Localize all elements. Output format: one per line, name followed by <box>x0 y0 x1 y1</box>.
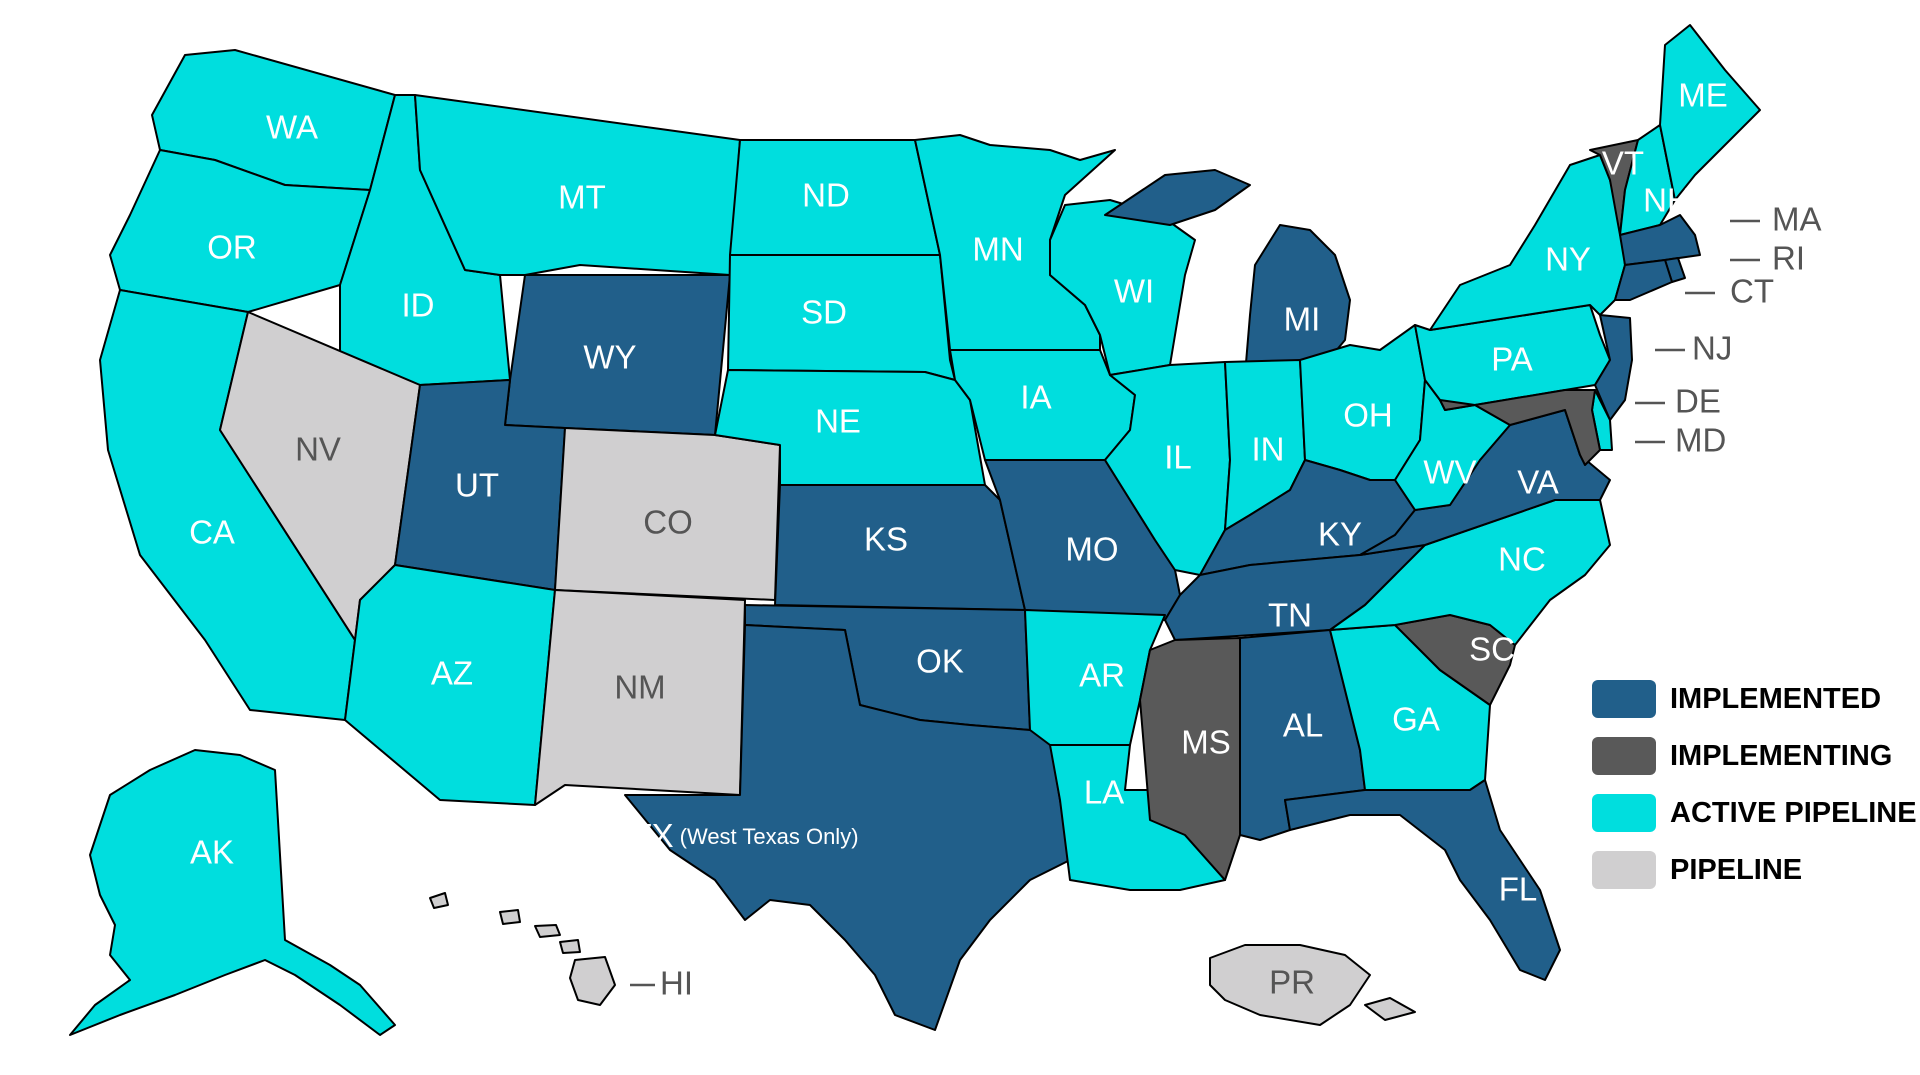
state-me[interactable] <box>1659 24 1761 201</box>
label-il: IL <box>1164 439 1192 476</box>
label-mn: MN <box>972 231 1023 268</box>
label-vt: VT <box>1602 145 1644 182</box>
legend-item-implemented: IMPLEMENTED <box>1592 680 1917 718</box>
label-ne: NE <box>815 403 861 440</box>
label-nh: NH <box>1643 182 1691 219</box>
label-ct: CT <box>1730 273 1774 310</box>
state-nm[interactable] <box>534 589 746 806</box>
label-in: IN <box>1252 431 1285 468</box>
label-mi: MI <box>1284 301 1321 338</box>
state-shapes <box>69 24 1761 1036</box>
label-az: AZ <box>431 655 473 692</box>
label-ga: GA <box>1392 701 1440 738</box>
label-ma: MA <box>1772 201 1822 238</box>
legend-label: IMPLEMENTED <box>1670 682 1882 715</box>
state-hi[interactable] <box>429 892 616 1006</box>
label-fl: FL <box>1499 871 1538 908</box>
legend-swatch <box>1592 851 1656 889</box>
label-de: DE <box>1675 383 1721 420</box>
label-co: CO <box>643 504 693 541</box>
label-nj: NJ <box>1692 330 1732 367</box>
label-la: LA <box>1084 774 1124 811</box>
label-tx: TX (West Texas Only) <box>631 817 858 854</box>
label-ca: CA <box>189 514 235 551</box>
label-mo: MO <box>1065 531 1118 568</box>
label-ky: KY <box>1318 516 1362 553</box>
label-nm: NM <box>614 669 665 706</box>
label-wv: WV <box>1423 454 1476 491</box>
label-nd: ND <box>802 177 850 214</box>
label-md: MD <box>1675 422 1726 459</box>
label-sc: SC <box>1469 631 1515 668</box>
label-or: OR <box>207 229 257 266</box>
legend-swatch <box>1592 680 1656 718</box>
legend-item-implementing: IMPLEMENTING <box>1592 737 1917 775</box>
label-nv: NV <box>295 431 341 468</box>
state-fl[interactable] <box>1284 779 1561 981</box>
legend-swatch <box>1592 737 1656 775</box>
label-oh: OH <box>1343 397 1393 434</box>
state-nj[interactable] <box>1594 314 1633 421</box>
legend-label: ACTIVE PIPELINE <box>1670 796 1917 829</box>
label-tn: TN <box>1268 597 1312 634</box>
label-ak: AK <box>190 834 234 871</box>
label-wy: WY <box>583 339 636 376</box>
label-ok: OK <box>916 643 964 680</box>
label-ut: UT <box>455 467 499 504</box>
label-pr: PR <box>1269 964 1315 1001</box>
label-me: ME <box>1678 77 1728 114</box>
label-tx-sub: (West Texas Only) <box>680 824 859 849</box>
label-ia: IA <box>1020 379 1051 416</box>
state-mi[interactable] <box>1104 169 1351 376</box>
state-ny[interactable] <box>1429 154 1626 331</box>
label-ny: NY <box>1545 241 1591 278</box>
state-ar[interactable] <box>1024 609 1166 746</box>
state-ak[interactable] <box>69 749 396 1036</box>
state-or[interactable] <box>109 149 371 313</box>
legend-label: IMPLEMENTING <box>1670 739 1893 772</box>
label-ms: MS <box>1181 724 1231 761</box>
label-wi: WI <box>1114 273 1154 310</box>
label-nc: NC <box>1498 541 1546 578</box>
label-hi: HI <box>660 965 693 1002</box>
legend-swatch <box>1592 794 1656 832</box>
label-tx-main: TX <box>631 817 673 854</box>
state-labels: WA OR CA ID NV MT WY UT CO AZ NM ND SD N… <box>189 77 1821 1002</box>
state-wi[interactable] <box>1049 199 1196 376</box>
label-sd: SD <box>801 294 847 331</box>
state-md[interactable] <box>1439 389 1601 466</box>
legend-item-active-pipeline: ACTIVE PIPELINE <box>1592 794 1917 832</box>
label-al: AL <box>1283 707 1323 744</box>
state-ct[interactable] <box>1614 259 1673 301</box>
label-wa: WA <box>266 109 318 146</box>
label-id: ID <box>402 287 435 324</box>
label-va: VA <box>1517 464 1559 501</box>
label-mt: MT <box>558 179 606 216</box>
legend: IMPLEMENTED IMPLEMENTING ACTIVE PIPELINE… <box>1592 680 1917 908</box>
legend-label: PIPELINE <box>1670 853 1803 886</box>
legend-item-pipeline: PIPELINE <box>1592 851 1917 889</box>
label-ks: KS <box>864 521 908 558</box>
label-pa: PA <box>1491 341 1533 378</box>
label-ar: AR <box>1079 657 1125 694</box>
state-tx[interactable] <box>624 624 1071 1031</box>
state-pr[interactable] <box>1209 944 1416 1026</box>
label-ri: RI <box>1772 240 1805 277</box>
